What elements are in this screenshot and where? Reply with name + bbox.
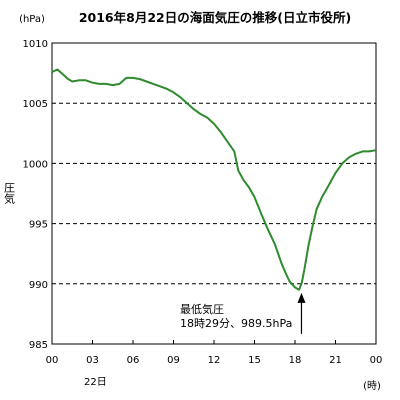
y-tick-label: 1005 — [23, 99, 48, 110]
plot-frame — [51, 42, 377, 345]
x-tick-label: 03 — [86, 355, 99, 366]
date-label: 22日 — [84, 377, 107, 388]
y-tick-label: 990 — [29, 280, 48, 291]
x-tick-label: 00 — [46, 355, 59, 366]
x-tick-label: 12 — [208, 355, 221, 366]
pressure-series-line — [51, 68, 377, 291]
y-unit-label: (hPa) — [19, 14, 45, 25]
y-axis-ticks: 985 990 995 1000 1005 1010 — [23, 39, 48, 351]
annotation-arrow-head — [297, 292, 306, 303]
y-tick-label: 995 — [29, 220, 48, 231]
y-tick-label: 985 — [29, 340, 48, 351]
series-layer — [51, 68, 377, 291]
grid-lines — [52, 102, 376, 285]
x-tick-label: 18 — [289, 355, 302, 366]
x-tick-label: 21 — [329, 355, 342, 366]
x-axis-ticks: 00 03 06 09 12 15 18 21 00 — [46, 340, 383, 366]
y-tick-label: 1000 — [23, 159, 48, 170]
x-tick-label: 06 — [127, 355, 140, 366]
min-pressure-annotation: 最低気圧 18時29分、989.5hPa — [180, 292, 306, 334]
x-tick-label: 09 — [167, 355, 180, 366]
x-tick-label: 15 — [248, 355, 261, 366]
chart-title: 2016年8月22日の海面気圧の推移(日立市役所) — [79, 10, 351, 25]
annotation-label-line2: 18時29分、989.5hPa — [180, 317, 292, 330]
x-tick-label: 00 — [370, 355, 383, 366]
x-unit-label: (時) — [363, 380, 381, 392]
y-axis-label: 圧気 — [3, 182, 16, 205]
y-tick-label: 1010 — [23, 39, 48, 50]
annotation-label-line1: 最低気圧 — [180, 302, 224, 316]
